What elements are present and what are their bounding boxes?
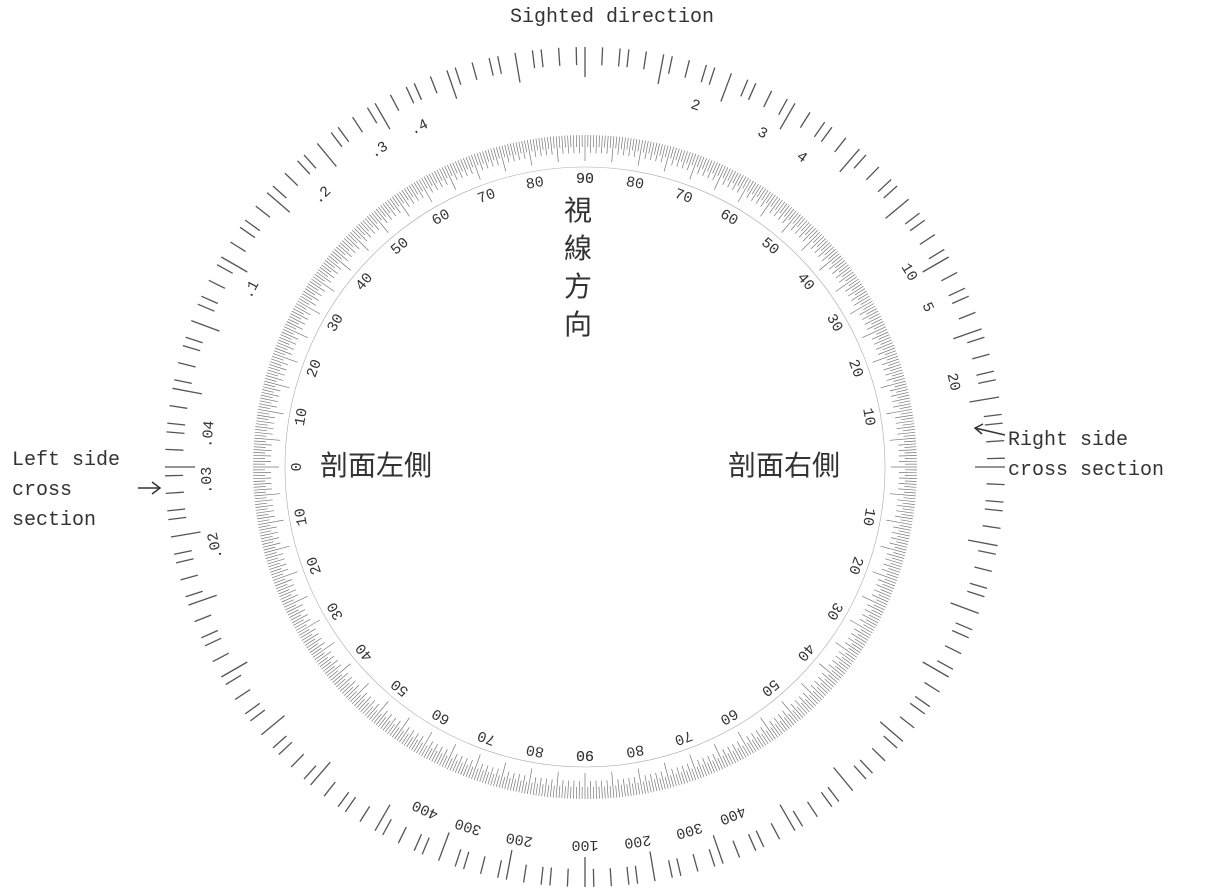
inner-scale-label: 80 [525, 174, 546, 194]
outer-scale-label: 200 [505, 828, 535, 849]
inner-scale-label: 50 [388, 234, 413, 259]
outer-scale-label: 300 [674, 818, 705, 842]
right-label: cross section [1008, 459, 1164, 482]
outer-scale-label: 400 [410, 796, 442, 823]
inner-scale-label: 60 [717, 704, 741, 728]
outer-scale-label: .04 [199, 420, 218, 448]
outer-scale-label: .02 [205, 531, 227, 561]
vertical-label: 方 [564, 270, 592, 303]
inner-scale-label: 20 [304, 357, 326, 380]
inner-scale-label: 30 [324, 599, 348, 623]
outer-scale-label: 100 [571, 836, 598, 853]
inner-scale-label: 50 [388, 675, 413, 700]
inner-scale-label: 30 [822, 311, 846, 335]
inner-scale-label: 0 [289, 462, 306, 471]
inner-scale-label: 90 [576, 746, 594, 763]
inner-scale-label: 70 [672, 726, 695, 748]
inner-scale-label: 70 [475, 186, 498, 208]
inner-scale-label: 20 [844, 554, 866, 577]
left-inner-label: 剖面左側 [320, 449, 432, 482]
inner-scale-label: 20 [304, 554, 326, 577]
outer-scale-label: 3 [754, 124, 770, 143]
inner-scale-label: 50 [757, 675, 782, 700]
inner-scale-label: 80 [625, 174, 646, 194]
outer-scale-label: .3 [367, 138, 391, 162]
outer-scale-label: 2 [689, 97, 703, 116]
inner-scale-label: 10 [292, 507, 312, 528]
inner-scale-label: 40 [793, 270, 818, 295]
inner-scale-label: 20 [844, 357, 866, 380]
vertical-label: 視 [564, 194, 592, 227]
outer-ticks [165, 47, 1005, 887]
outer-scale-label: 10 [897, 260, 921, 284]
vertical-label: 線 [564, 232, 592, 265]
inner-scale-label: 10 [858, 407, 878, 428]
inner-scale-label: 30 [822, 599, 846, 623]
inner-scale-label: 40 [793, 639, 818, 664]
outer-scale-label: .4 [408, 116, 432, 139]
inner-ticks [252, 134, 918, 800]
inner-scale-label: 40 [352, 270, 377, 295]
outer-scale-label: 200 [623, 831, 652, 852]
outer-scale-label: 300 [453, 814, 484, 839]
inner-scale-label: 60 [717, 206, 741, 230]
title: Sighted direction [510, 6, 714, 29]
right-inner-label: 剖面右側 [728, 449, 840, 482]
inner-scale-label: 10 [292, 407, 312, 428]
inner-ring [284, 166, 886, 768]
outer-scale-label: .03 [199, 466, 217, 494]
right-label: Right side [1008, 429, 1128, 452]
inner-scale-label: 50 [757, 234, 782, 259]
outer-scale-label: 20 [943, 371, 964, 392]
left-label: cross [12, 479, 72, 502]
arrow [973, 423, 1006, 436]
inner-scale-label: 70 [475, 726, 498, 748]
outer-scale-label: .2 [310, 183, 335, 208]
left-label: section [12, 509, 96, 532]
outer-scale-label: 400 [717, 801, 749, 827]
inner-scale-label: 40 [352, 639, 377, 664]
arrow [138, 481, 162, 495]
inner-scale-label: 10 [858, 507, 878, 528]
outer-scale-label: 4 [793, 148, 810, 167]
inner-scale-label: 80 [525, 740, 546, 760]
inner-scale-label: 90 [576, 171, 594, 188]
inner-scale-label: 90 [576, 171, 594, 188]
inner-scale-label: 60 [429, 704, 453, 728]
scale-ticks [165, 47, 1005, 887]
inner-scale-label: 60 [429, 206, 453, 230]
outer-scale-label: 5 [918, 300, 937, 315]
inner-scale-label: 70 [672, 186, 695, 208]
inner-scale-label: 90 [576, 746, 594, 763]
left-label: Left side [12, 449, 120, 472]
vertical-label: 向 [564, 308, 592, 341]
inner-scale-label: 80 [625, 740, 646, 760]
inner-scale-label: 30 [324, 311, 348, 335]
outer-scale-label: .1 [240, 278, 263, 302]
